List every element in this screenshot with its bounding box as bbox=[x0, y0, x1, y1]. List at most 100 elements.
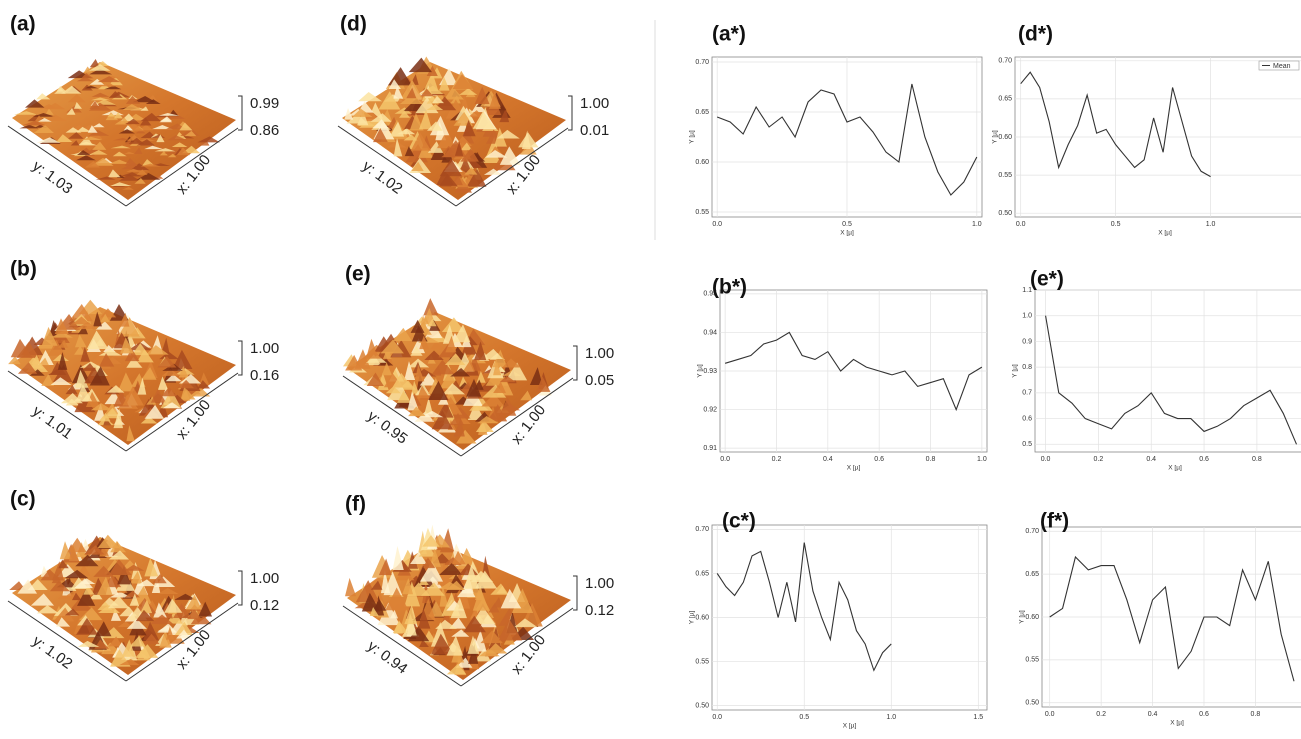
y-axis-label: Y [µ] bbox=[689, 611, 696, 625]
x-tick-label: 1.0 bbox=[1206, 221, 1216, 228]
y-tick-label: 0.92 bbox=[703, 406, 717, 413]
y-axis-label: Y [µ] bbox=[697, 364, 704, 378]
x-tick-label: 0.0 bbox=[712, 714, 722, 721]
x-tick-label: 0.6 bbox=[1199, 456, 1209, 463]
x-tick-label: 0.4 bbox=[823, 456, 833, 463]
y-tick-label: 0.6 bbox=[1022, 415, 1032, 422]
figure: (a)y: 1.03x: 1.000.990.86(b)y: 1.01x: 1.… bbox=[0, 0, 1301, 739]
scale-bar bbox=[573, 576, 577, 610]
scale-bar bbox=[573, 346, 577, 380]
x-tick-label: 0.5 bbox=[799, 714, 809, 721]
afm-panel: (e)y: 0.95x: 1.001.000.05 bbox=[343, 263, 614, 456]
scale-bottom: 0.86 bbox=[250, 122, 279, 139]
chart-title: (c*) bbox=[722, 510, 756, 533]
surface-peak bbox=[345, 578, 356, 596]
y-axis-label: Y [µ] bbox=[1019, 610, 1026, 624]
y-axis-label: Y [µ] bbox=[992, 130, 999, 144]
y-tick-label: 0.60 bbox=[695, 159, 709, 166]
x-tick-label: 1.5 bbox=[973, 714, 983, 721]
y-axis-label: y: 1.03 bbox=[29, 157, 75, 197]
y-tick-label: 0.65 bbox=[695, 109, 709, 116]
panel-label: (a) bbox=[10, 13, 36, 36]
x-tick-label: 0.2 bbox=[772, 456, 782, 463]
y-tick-label: 0.5 bbox=[1022, 441, 1032, 448]
x-tick-label: 1.0 bbox=[972, 221, 982, 228]
scale-bottom: 0.12 bbox=[585, 602, 614, 619]
y-axis-label: y: 0.94 bbox=[364, 637, 410, 677]
x-tick-label: 1.0 bbox=[886, 714, 896, 721]
x-tick-label: 0.8 bbox=[1252, 456, 1262, 463]
chart-title: (b*) bbox=[712, 276, 747, 299]
panel-label: (e) bbox=[345, 263, 371, 286]
y-tick-label: 0.91 bbox=[703, 445, 717, 452]
y-tick-label: 0.55 bbox=[695, 209, 709, 216]
y-axis-label: Y [µ] bbox=[1012, 364, 1019, 378]
afm-panel: (a)y: 1.03x: 1.000.990.86 bbox=[8, 13, 279, 206]
y-axis-label: y: 1.01 bbox=[29, 402, 75, 442]
y-tick-label: 1.0 bbox=[1022, 313, 1032, 320]
scale-bottom: 0.05 bbox=[585, 372, 614, 389]
x-tick-label: 0.4 bbox=[1148, 711, 1158, 718]
x-tick-label: 0.2 bbox=[1096, 711, 1106, 718]
x-tick-label: 0.8 bbox=[1251, 711, 1261, 718]
scale-top: 1.00 bbox=[250, 340, 279, 357]
y-tick-label: 0.65 bbox=[998, 96, 1012, 103]
x-axis-label: X [µ] bbox=[1158, 230, 1172, 237]
y-tick-label: 0.70 bbox=[695, 59, 709, 66]
y-tick-label: 0.60 bbox=[998, 134, 1012, 141]
scale-top: 1.00 bbox=[250, 570, 279, 587]
x-tick-label: 0.2 bbox=[1094, 456, 1104, 463]
y-tick-label: 0.65 bbox=[695, 570, 709, 577]
y-tick-label: 0.93 bbox=[703, 368, 717, 375]
y-tick-label: 0.50 bbox=[695, 702, 709, 709]
y-tick-label: 0.60 bbox=[695, 614, 709, 621]
y-tick-label: 0.65 bbox=[1025, 571, 1039, 578]
x-tick-label: 0.5 bbox=[1111, 221, 1121, 228]
y-axis-label: y: 0.95 bbox=[364, 407, 410, 447]
x-tick-label: 0.0 bbox=[712, 221, 722, 228]
y-tick-label: 0.50 bbox=[998, 210, 1012, 217]
panel-label: (f) bbox=[345, 493, 366, 516]
afm-panel: (d)y: 1.02x: 1.001.000.01 bbox=[338, 13, 609, 206]
x-axis-label: X [µ] bbox=[1170, 720, 1184, 727]
chart-title: (f*) bbox=[1040, 510, 1069, 533]
y-tick-label: 0.70 bbox=[695, 526, 709, 533]
y-tick-label: 0.55 bbox=[998, 172, 1012, 179]
x-tick-label: 0.8 bbox=[926, 456, 936, 463]
y-tick-label: 0.70 bbox=[1025, 528, 1039, 535]
y-axis-label: y: 1.02 bbox=[359, 157, 405, 197]
plot-area bbox=[1035, 290, 1301, 452]
x-axis-label: X [µ] bbox=[843, 723, 857, 730]
scale-bottom: 0.12 bbox=[250, 597, 279, 614]
scale-bar bbox=[238, 571, 242, 605]
panel-label: (b) bbox=[10, 258, 37, 281]
surface-peak bbox=[393, 546, 404, 570]
scale-top: 1.00 bbox=[585, 345, 614, 362]
chart-title: (a*) bbox=[712, 23, 746, 46]
scale-bottom: 0.16 bbox=[250, 367, 279, 384]
scale-top: 1.00 bbox=[585, 575, 614, 592]
y-tick-label: 0.70 bbox=[998, 58, 1012, 65]
y-tick-label: 0.94 bbox=[703, 329, 717, 336]
scale-bottom: 0.01 bbox=[580, 122, 609, 139]
y-tick-label: 0.60 bbox=[1025, 614, 1039, 621]
chart-title: (e*) bbox=[1030, 268, 1064, 291]
afm-panel: (b)y: 1.01x: 1.001.000.16 bbox=[8, 258, 279, 451]
scale-bar bbox=[568, 96, 572, 130]
x-axis-label: X [µ] bbox=[840, 230, 854, 237]
y-tick-label: 0.8 bbox=[1022, 364, 1032, 371]
y-tick-label: 0.55 bbox=[695, 658, 709, 665]
scale-top: 1.00 bbox=[580, 95, 609, 112]
chart-title: (d*) bbox=[1018, 23, 1053, 46]
x-axis-label: X [µ] bbox=[847, 465, 861, 472]
scale-top: 0.99 bbox=[250, 95, 279, 112]
scale-bar bbox=[238, 341, 242, 375]
x-tick-label: 0.0 bbox=[1045, 711, 1055, 718]
x-tick-label: 0.5 bbox=[842, 221, 852, 228]
x-tick-label: 0.6 bbox=[874, 456, 884, 463]
y-tick-label: 0.55 bbox=[1025, 657, 1039, 664]
y-tick-label: 0.7 bbox=[1022, 390, 1032, 397]
panel-label: (c) bbox=[10, 488, 36, 511]
x-tick-label: 0.0 bbox=[720, 456, 730, 463]
